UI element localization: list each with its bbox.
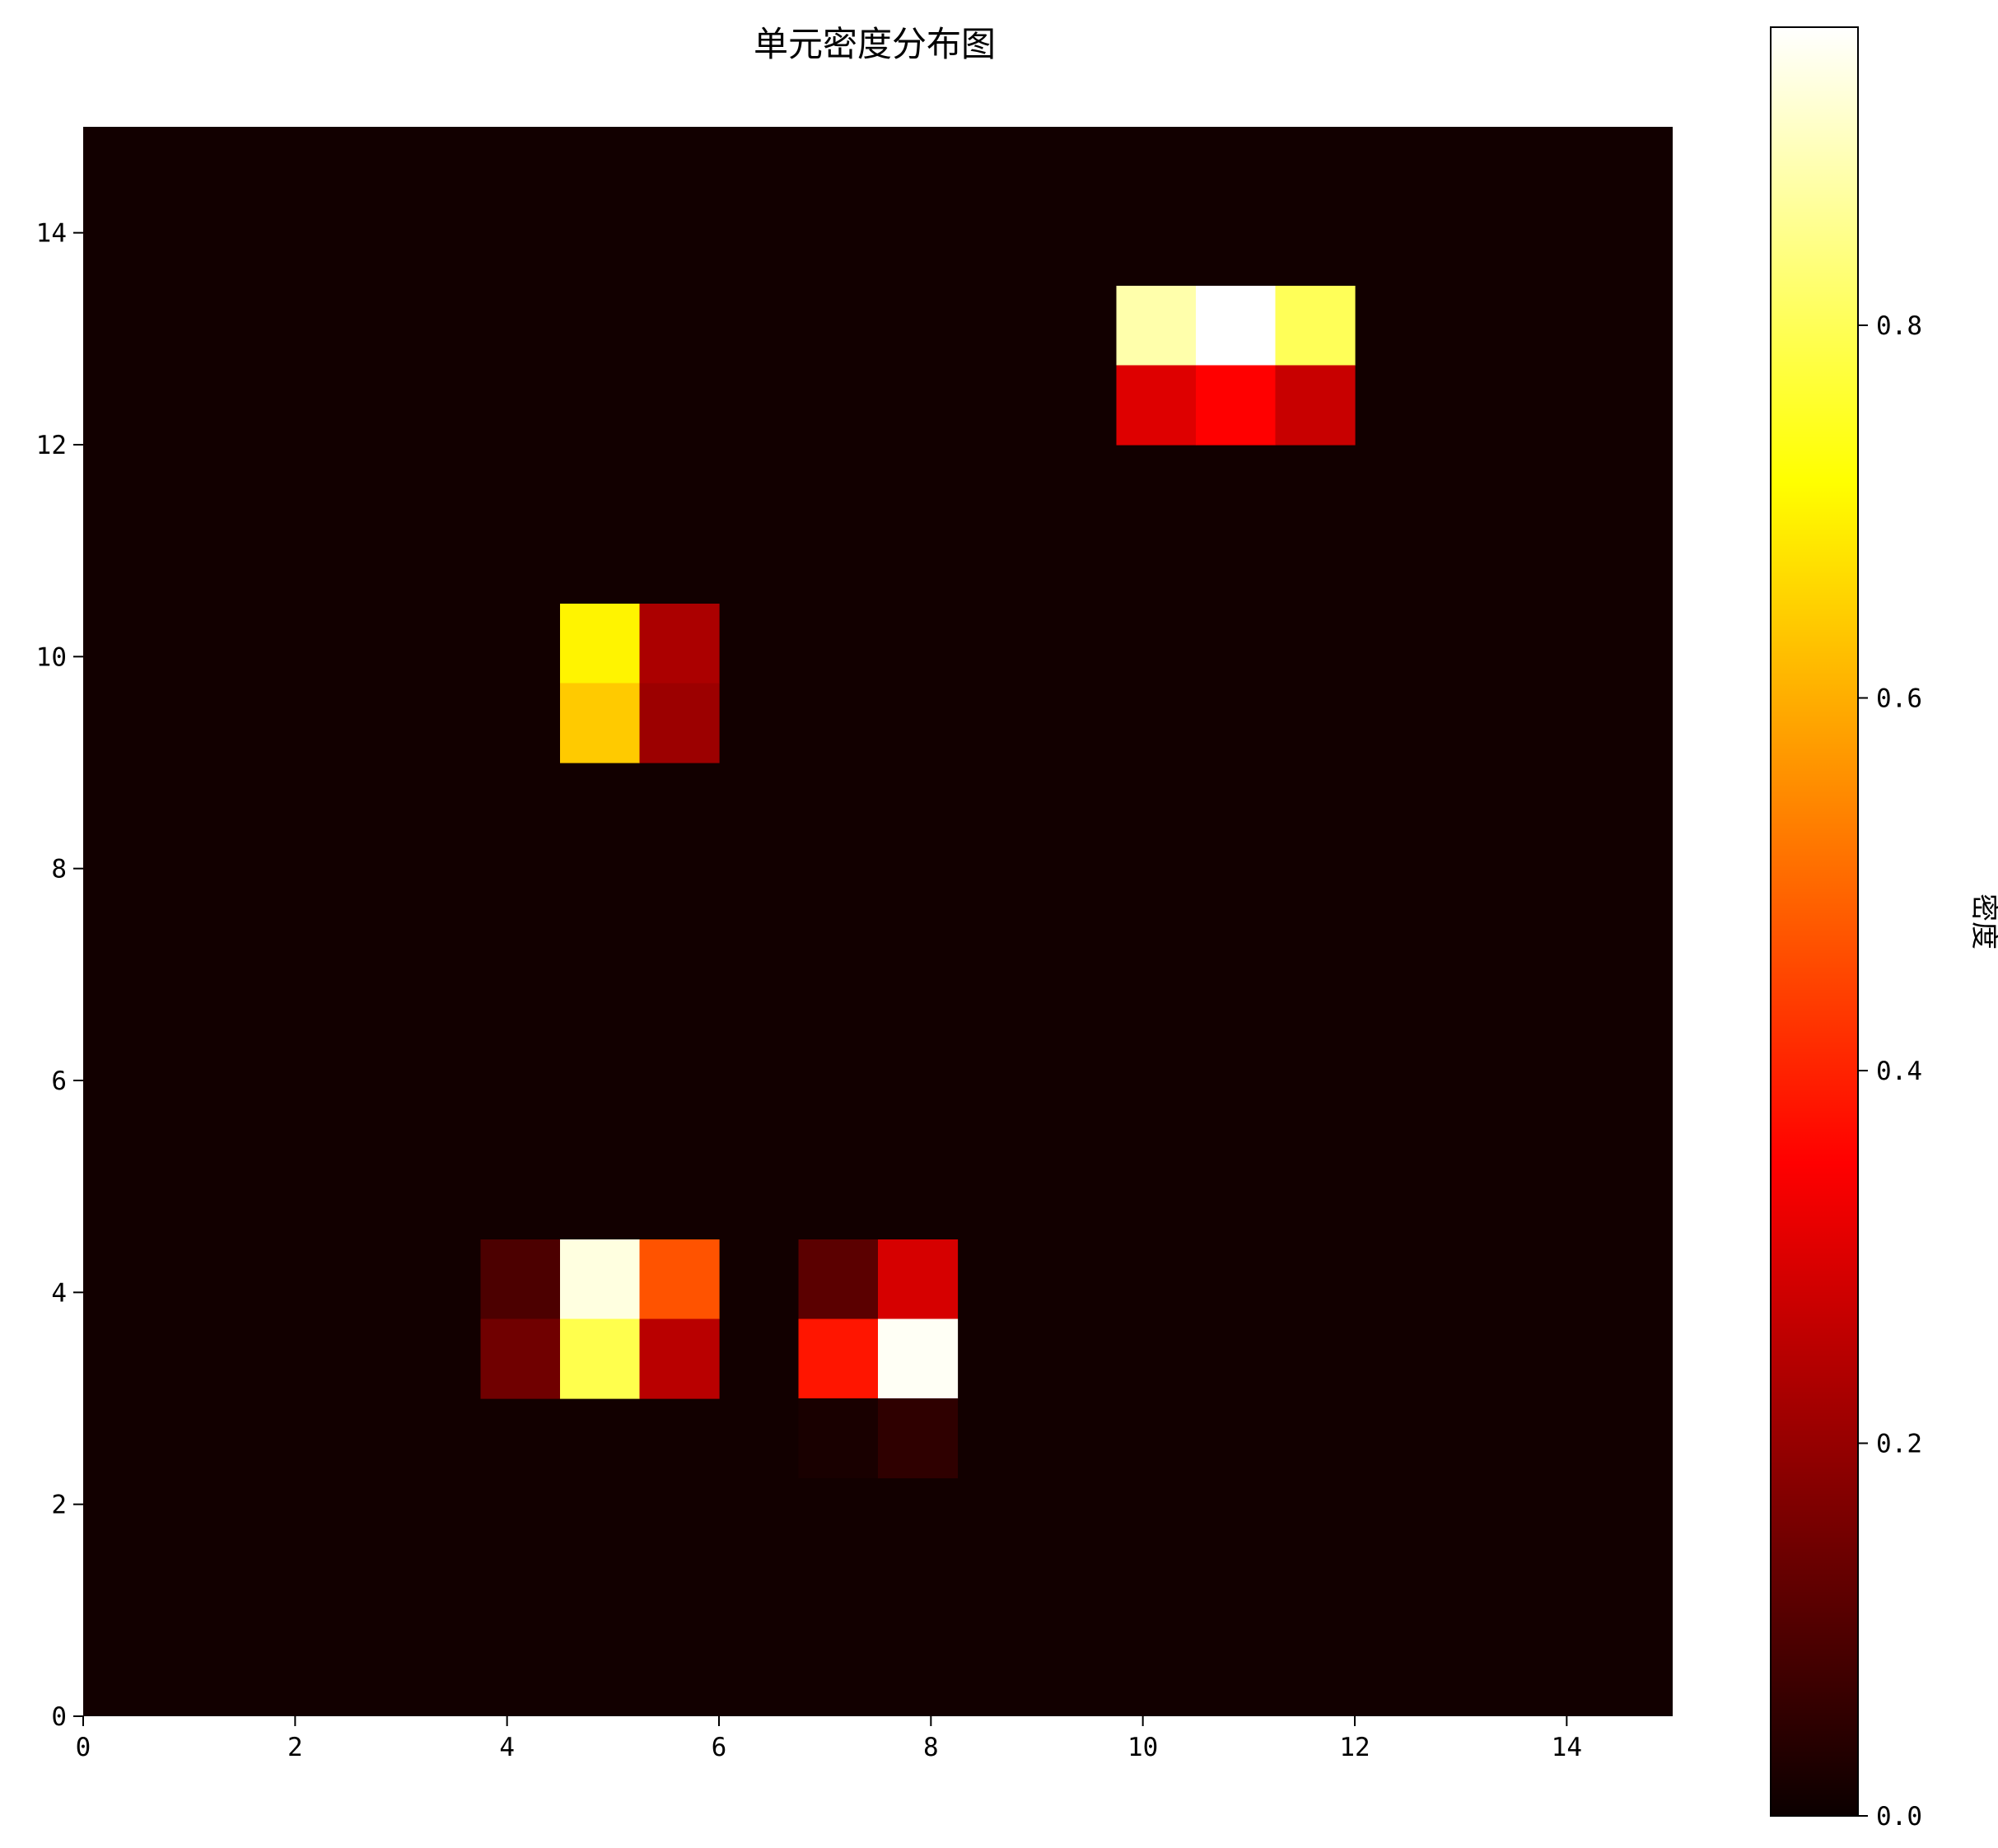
heatmap-cell [480,1239,561,1320]
x-axis: 0 2 4 6 8 10 12 14 [76,1716,1582,1762]
heatmap-cell [1275,365,1356,446]
colorbar-tick-label: 0.2 [1876,1430,1922,1459]
y-tick-label: 12 [36,431,67,460]
heatmap-cell [798,1398,879,1479]
colorbar-tick-label: 0.0 [1876,1802,1922,1832]
colorbar-gradient [1770,26,1859,1817]
heatmap-cell [639,1318,720,1399]
heatmap-cell [878,1318,959,1399]
x-tick-label: 14 [1552,1733,1582,1762]
chart-title: 单元密度分布图 [754,24,996,64]
heatmap-cell [878,1398,959,1479]
colorbar-tick-label: 0.6 [1876,684,1922,714]
y-tick-label: 0 [51,1702,67,1732]
heatmap-cell [1116,286,1197,366]
colorbar-label: 密度 [1968,894,1998,950]
heatmap-cell [1275,286,1356,366]
y-axis: 0 2 4 6 8 10 12 14 [36,219,83,1732]
x-tick-label: 0 [76,1733,91,1762]
colorbar-tick-label: 0.8 [1876,311,1922,341]
heatmap-cell [560,604,641,684]
heatmap-cell [560,683,641,763]
heatmap-cell [639,1239,720,1320]
heatmap-cell [1196,286,1277,366]
heatmap-cell [560,1318,641,1399]
plot-area [83,127,1673,1716]
heatmap-cell [798,1239,879,1320]
heatmap-cell [560,1239,641,1320]
heatmap-cell [798,1318,879,1399]
heatmap-cell [878,1239,959,1320]
heatmap-cell [1196,365,1277,446]
y-tick-label: 10 [36,642,67,672]
colorbar-tick-label: 0.4 [1876,1057,1922,1086]
heatmap-cell [1116,365,1197,446]
y-tick-label: 8 [51,855,67,884]
heatmap-cell [480,1318,561,1399]
x-tick-label: 6 [712,1733,727,1762]
x-tick-label: 10 [1127,1733,1158,1762]
y-tick-label: 6 [51,1066,67,1096]
y-tick-label: 4 [51,1278,67,1308]
heatmap-cell [639,683,720,763]
y-tick-label: 2 [51,1491,67,1520]
heatmap-cell [639,604,720,684]
y-tick-label: 14 [36,219,67,249]
x-tick-label: 8 [923,1733,939,1762]
x-tick-label: 4 [499,1733,515,1762]
x-tick-label: 2 [287,1733,303,1762]
colorbar: 0.0 0.2 0.4 0.6 0.8 [1770,26,1922,1832]
x-tick-label: 12 [1339,1733,1370,1762]
